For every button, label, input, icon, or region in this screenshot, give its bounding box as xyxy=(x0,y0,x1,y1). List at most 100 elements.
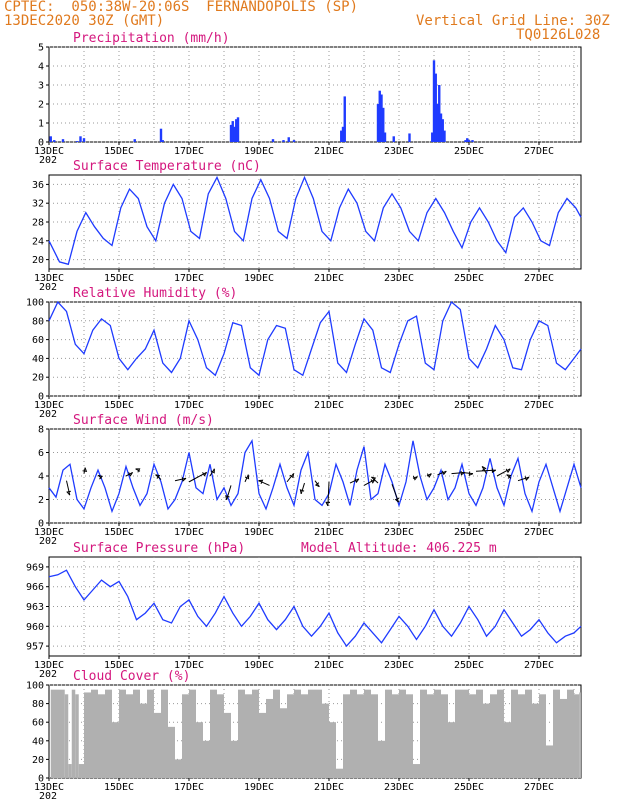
temp-xtick-label: 19DEC xyxy=(244,273,274,284)
wind-arrow-head xyxy=(354,478,360,484)
cloud-ytick-label: 100 xyxy=(26,681,44,692)
wind-line xyxy=(48,438,582,514)
cloud-bar xyxy=(196,722,203,778)
wind-arrow-head xyxy=(181,477,187,482)
cloud-bar xyxy=(50,689,65,778)
temp-ytick-label: 20 xyxy=(32,255,44,266)
cloud-bar xyxy=(175,759,182,778)
wind-arrow-head xyxy=(426,473,432,478)
pres-xtick-label: 19DEC xyxy=(244,660,274,671)
cloud-bar xyxy=(252,689,259,778)
cloud-bar xyxy=(560,698,567,778)
cloud-xtick-label: 21DEC xyxy=(314,782,344,793)
precip-ytick-label: 1 xyxy=(38,119,44,130)
cloud-bar xyxy=(385,689,392,778)
precip-bar xyxy=(235,119,238,142)
wind-arrow xyxy=(327,481,330,506)
precip-ytick-label: 0 xyxy=(38,138,44,149)
precip-bar xyxy=(271,139,275,142)
rh-frame xyxy=(48,301,582,397)
wind-arrow xyxy=(188,471,207,483)
cloud-bar xyxy=(238,689,245,778)
cloud-bar xyxy=(168,726,175,778)
cloud-bar xyxy=(161,689,168,778)
cloud-bar xyxy=(322,703,329,778)
precip-bar xyxy=(159,128,163,142)
wind-title: Surface Wind (m/s) xyxy=(73,413,214,428)
cloud-bar xyxy=(266,698,273,778)
precip-xtick-label: 23DEC xyxy=(384,146,414,157)
rh-ytick-label: 100 xyxy=(26,298,44,309)
rh-panel xyxy=(46,300,582,399)
wind-arrow-head xyxy=(371,476,377,482)
precip-bar xyxy=(378,90,381,142)
wind-arrow-head xyxy=(128,472,134,477)
precip-bar xyxy=(82,138,86,142)
wind-arrow-head xyxy=(524,476,530,481)
wind-arrow-head xyxy=(155,474,161,479)
precip-bar xyxy=(392,136,395,142)
precip-bar xyxy=(287,137,290,142)
precip-xtick-label: 27DEC xyxy=(524,146,554,157)
precip-bar xyxy=(133,139,136,142)
rh-xtick-label: 17DEC xyxy=(174,400,204,411)
temp-xtick-sublabel: 202 xyxy=(39,282,57,293)
cloud-xtick-label: 23DEC xyxy=(384,782,414,793)
precip-title: Precipitation (mm/h) xyxy=(73,31,230,46)
precip-bar xyxy=(471,140,474,142)
rh-title: Relative Humidity (%) xyxy=(73,286,237,301)
cloud-bar xyxy=(147,689,154,778)
wind-arrow-head xyxy=(98,474,104,480)
wind-xtick-label: 19DEC xyxy=(244,527,274,538)
temp-xtick-label: 13DEC xyxy=(34,273,64,284)
wind-arrow xyxy=(461,471,474,475)
cloud-bar xyxy=(64,694,69,778)
wind-arrow-head xyxy=(202,472,208,477)
wind-arrow-head xyxy=(258,479,264,484)
cloud-title: Cloud Cover (%) xyxy=(73,669,190,684)
cloud-bar xyxy=(224,712,231,778)
precip-bar xyxy=(161,140,164,142)
pres-subtitle: Model Altitude: 406.225 m xyxy=(301,541,497,556)
cloud-bar xyxy=(105,689,112,778)
cloud-bar xyxy=(84,692,91,778)
wind-xtick-label: 17DEC xyxy=(174,527,204,538)
cloud-bar xyxy=(357,694,364,778)
temp-xtick-label: 27DEC xyxy=(524,273,554,284)
pres-xtick-label: 13DEC xyxy=(34,660,64,671)
wind-arrow xyxy=(258,480,270,486)
precip-bar xyxy=(431,132,434,142)
wind-xtick-label: 15DEC xyxy=(104,527,134,538)
pres-xtick-label: 23DEC xyxy=(384,660,414,671)
precip-frame xyxy=(48,46,582,143)
temp-ytick-label: 36 xyxy=(32,180,44,191)
pres-xtick-label: 17DEC xyxy=(174,660,204,671)
cloud-bar xyxy=(364,689,371,778)
cloud-bar xyxy=(280,708,287,778)
pres-xtick-label: 25DEC xyxy=(454,660,484,671)
wind-arrow xyxy=(371,476,379,484)
cloud-bar xyxy=(231,740,238,778)
wind-arrow-head xyxy=(506,474,512,479)
cloud-bar xyxy=(462,689,469,778)
cloud-bar xyxy=(427,694,434,778)
rh-xtick-label: 15DEC xyxy=(104,400,134,411)
wind-ytick-label: 2 xyxy=(38,495,44,506)
pres-xtick-sublabel: 202 xyxy=(39,669,57,680)
header-datetime: 13DEC2020 30Z (GMT) xyxy=(4,13,165,29)
precip-ytick-label: 2 xyxy=(38,100,44,111)
wind-arrow-head xyxy=(394,497,400,503)
cloud-bar xyxy=(78,764,84,778)
cloud-bar xyxy=(532,703,539,778)
pres-xtick-label: 27DEC xyxy=(524,660,554,671)
precip-bar xyxy=(438,85,441,142)
cloud-xtick-label: 27DEC xyxy=(524,782,554,793)
precip-bar xyxy=(382,107,385,142)
precip-bar xyxy=(282,140,285,142)
wind-arrow-head xyxy=(325,501,331,507)
cloud-bar xyxy=(112,722,119,778)
wind-xtick-label: 13DEC xyxy=(34,527,64,538)
cloud-bar xyxy=(399,689,406,778)
cloud-bar xyxy=(217,694,224,778)
